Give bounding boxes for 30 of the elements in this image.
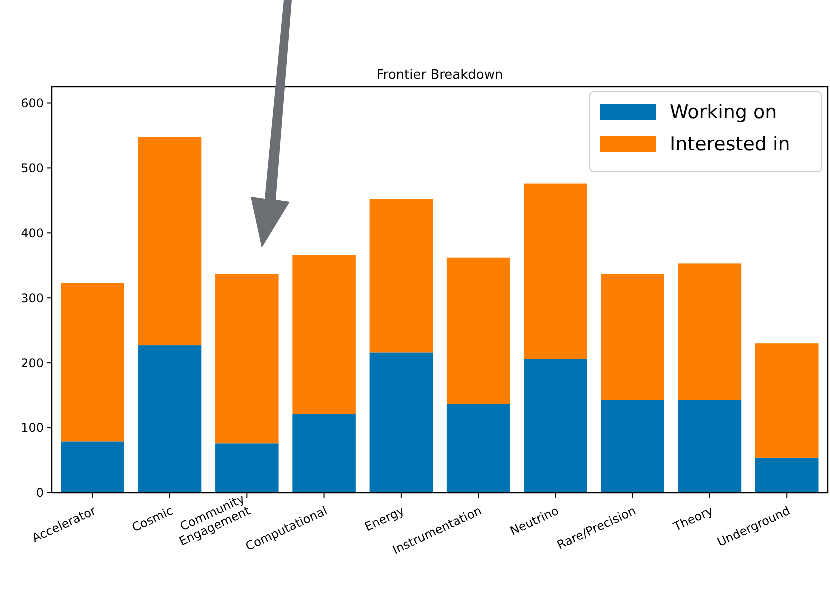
bar xyxy=(138,346,202,493)
bar xyxy=(524,359,588,493)
y-tick-label: 0 xyxy=(36,486,44,500)
bar xyxy=(601,274,664,400)
bar xyxy=(678,264,742,400)
bar xyxy=(370,352,434,493)
y-tick-label: 300 xyxy=(21,291,44,306)
y-tick-label: 200 xyxy=(21,356,44,370)
y-tick-label: 600 xyxy=(21,96,44,110)
bar xyxy=(370,199,434,353)
y-tick-label: 100 xyxy=(21,421,44,436)
bar xyxy=(138,137,202,346)
legend-label: Working on xyxy=(670,102,778,124)
bar xyxy=(216,274,279,444)
bar xyxy=(601,400,664,493)
bar xyxy=(61,442,125,493)
y-tick-label: 400 xyxy=(21,226,44,240)
bar xyxy=(524,184,588,360)
bar xyxy=(446,258,510,404)
legend-label: Interested in xyxy=(670,134,790,156)
bar xyxy=(292,255,356,414)
bar xyxy=(678,400,742,493)
chart-title: Frontier Breakdown xyxy=(376,68,504,83)
bar xyxy=(292,414,356,493)
y-tick-label: 500 xyxy=(21,161,44,176)
bar xyxy=(755,458,819,493)
bar xyxy=(216,444,279,493)
bar xyxy=(61,283,125,442)
bar xyxy=(446,404,510,493)
bar xyxy=(755,344,819,458)
